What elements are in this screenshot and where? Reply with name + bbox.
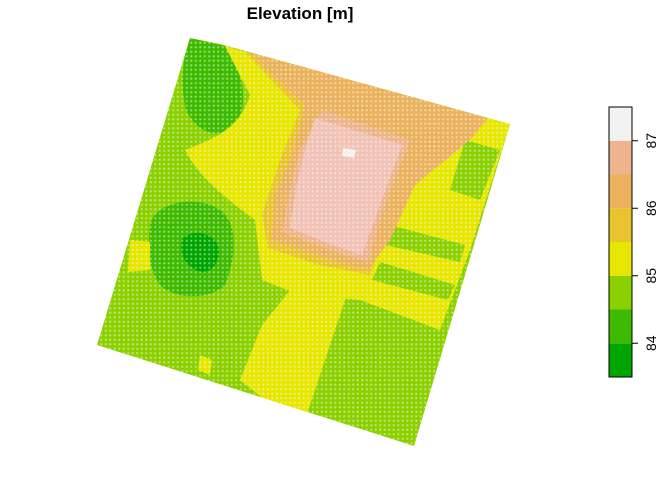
legend-tick-label: 87: [643, 133, 659, 149]
color-key: 84 85 86 87: [608, 106, 659, 378]
legend-tick-label: 85: [643, 268, 659, 284]
legend-swatch: [609, 140, 632, 175]
legend-tick-label: 86: [643, 200, 659, 216]
map-title: Elevation [m]: [246, 4, 354, 23]
point-grid-texture: [97, 38, 510, 446]
legend-swatch: [609, 242, 632, 276]
elevation-field: [97, 38, 510, 446]
legend-swatch: [609, 309, 632, 344]
legend-swatch: [609, 208, 632, 242]
legend-swatch: [609, 107, 632, 141]
legend-swatch: [609, 343, 632, 377]
legend-swatch: [609, 275, 632, 310]
legend-swatch: [609, 174, 632, 209]
legend-border: [608, 106, 633, 378]
legend-tick-label: 84: [643, 335, 659, 351]
